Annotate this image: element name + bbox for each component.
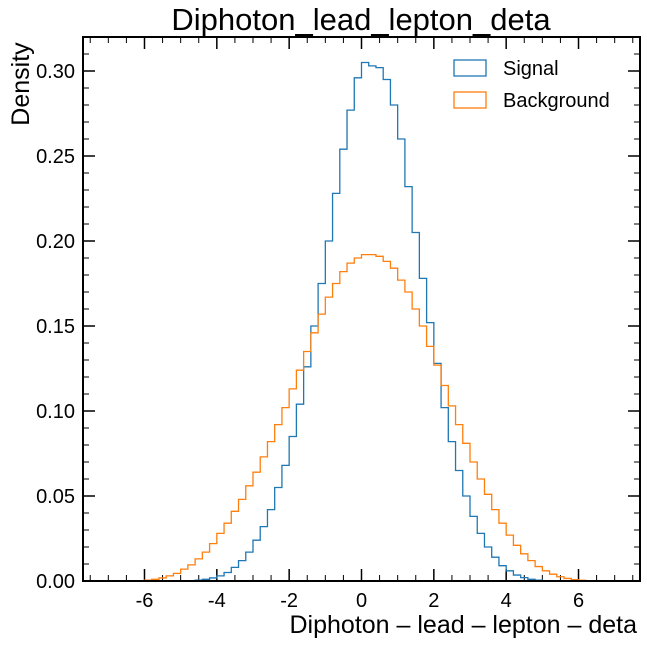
- axis-ticks: -6 -4 -2 0 2 4 6 0.00 0.05 0.10 0.15 0.20 0.25 0.30: [36, 37, 640, 612]
- x-tick-label: -4: [208, 590, 226, 612]
- x-axis-label: Diphoton – lead – lepton – deta: [290, 611, 638, 639]
- y-tick-label: 0.00: [36, 571, 75, 593]
- legend-label-signal: Signal: [503, 58, 559, 80]
- x-tick-label: 6: [573, 590, 584, 612]
- y-tick-label: 0.20: [36, 231, 75, 253]
- y-tick-label: 0.15: [36, 316, 75, 338]
- legend: Signal Background: [453, 58, 610, 112]
- x-tick-label: -6: [136, 590, 154, 612]
- plot-frame: [82, 36, 641, 582]
- chart-title: Diphoton_lead_lepton_deta: [171, 2, 551, 37]
- x-tick-label: 4: [501, 590, 512, 612]
- y-tick-label: 0.25: [36, 146, 75, 168]
- y-tick-label: 0.10: [36, 401, 75, 423]
- y-tick-label: 0.05: [36, 486, 75, 508]
- y-axis-label: Density: [7, 42, 35, 126]
- legend-swatch-background: [453, 91, 487, 109]
- series-signal: [108, 61, 615, 582]
- legend-swatch-signal: [453, 59, 487, 77]
- x-tick-label: 2: [428, 590, 439, 612]
- x-tick-label: 0: [356, 590, 367, 612]
- x-tick-label: -2: [280, 590, 298, 612]
- y-tick-label: 0.30: [36, 61, 75, 83]
- series-background: [108, 253, 615, 582]
- legend-label-background: Background: [503, 90, 610, 112]
- series-layer: [108, 61, 615, 582]
